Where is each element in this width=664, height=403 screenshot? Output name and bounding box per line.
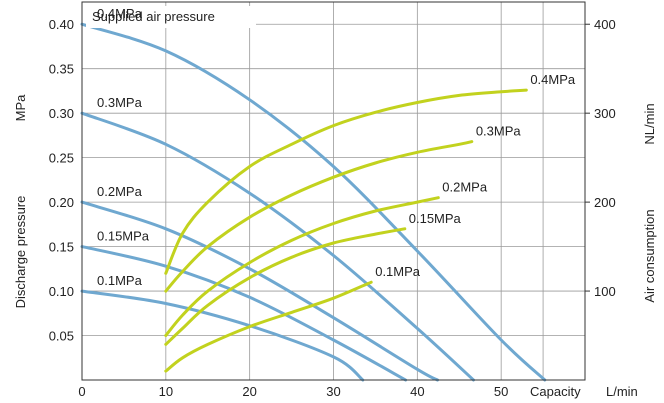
discharge-curve bbox=[80, 200, 439, 382]
x-tick-label: 50 bbox=[494, 384, 508, 399]
x-tick-label: 30 bbox=[326, 384, 340, 399]
consumption-curve-label: 0.15MPa bbox=[409, 211, 462, 226]
discharge-curve-label: 0.3MPa bbox=[97, 95, 143, 110]
discharge-curve-label: 0.2MPa bbox=[97, 184, 143, 199]
grid bbox=[82, 2, 585, 380]
consumption-curve bbox=[164, 227, 407, 346]
consumption-curve bbox=[164, 140, 474, 293]
x-tick-label: 0 bbox=[78, 384, 85, 399]
x-tick-label: 20 bbox=[242, 384, 256, 399]
y-left-tick-label: 0.10 bbox=[49, 284, 74, 299]
legend-title-box bbox=[86, 6, 256, 28]
discharge-curve-label: 0.4MPa bbox=[97, 6, 143, 21]
y-left-tick-label: 0.35 bbox=[49, 62, 74, 77]
y-axis-right-label: Air consumption bbox=[642, 209, 657, 302]
y-left-tick-label: 0.15 bbox=[49, 240, 74, 255]
discharge-curve bbox=[80, 22, 547, 382]
y-left-tick-label: 0.20 bbox=[49, 195, 74, 210]
y-axis-left-unit: MPa bbox=[13, 94, 28, 122]
discharge-curve-label: 0.1MPa bbox=[97, 273, 143, 288]
x-axis-unit: L/min bbox=[606, 384, 638, 399]
consumption-curve-label: 0.4MPa bbox=[530, 72, 576, 87]
discharge-curve bbox=[80, 111, 475, 382]
x-axis-label: Capacity bbox=[530, 384, 581, 399]
y-right-tick-label: 200 bbox=[594, 195, 616, 210]
series-labels: 0.4MPa 0.3MPa 0.2MPa 0.15MPa 0.1MPa 0.4MPa 0.3… bbox=[97, 6, 576, 288]
legend-title: Supplied air pressure bbox=[92, 9, 215, 24]
y-right-tick-label: 100 bbox=[594, 284, 616, 299]
y-left-tick-label: 0.05 bbox=[49, 329, 74, 344]
plot-frame bbox=[81, 1, 586, 381]
consumption-curve-label: 0.1MPa bbox=[375, 264, 421, 279]
series-layer bbox=[80, 22, 547, 382]
y-right-tick-label: 300 bbox=[594, 106, 616, 121]
x-tick-label: 10 bbox=[159, 384, 173, 399]
y-axis-left-label: Discharge pressure bbox=[13, 196, 28, 309]
consumption-curve-label: 0.3MPa bbox=[476, 124, 522, 139]
discharge-curve bbox=[80, 245, 408, 382]
y-left-tick-label: 0.40 bbox=[49, 17, 74, 32]
y-axis-right-unit: NL/min bbox=[642, 103, 657, 144]
y-left-tick-label: 0.25 bbox=[49, 151, 74, 166]
consumption-curve bbox=[164, 280, 373, 373]
consumption-curve bbox=[164, 88, 528, 275]
y-right-tick-label: 400 bbox=[594, 17, 616, 32]
discharge-curve-label: 0.15MPa bbox=[97, 229, 150, 244]
consumption-curve-label: 0.2MPa bbox=[442, 180, 488, 195]
consumption-curve bbox=[164, 196, 440, 337]
tick-labels: 0 10 20 30 40 50 0.05 0.10 0.15 0.20 0.25 0.30 0.35 0… bbox=[49, 17, 616, 399]
x-tick-label: 40 bbox=[410, 384, 424, 399]
y-left-tick-label: 0.30 bbox=[49, 106, 74, 121]
